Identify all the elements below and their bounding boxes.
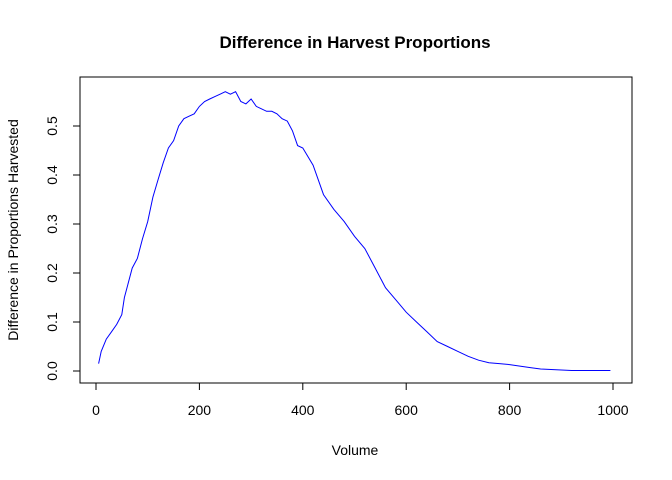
y-tick-label: 0.4 — [44, 165, 60, 185]
x-tick-label: 800 — [498, 402, 522, 418]
x-tick-label: 600 — [395, 402, 419, 418]
x-tick-label: 1000 — [597, 402, 628, 418]
x-tick-label: 400 — [291, 402, 315, 418]
chart-title: Difference in Harvest Proportions — [219, 33, 490, 52]
y-axis: 0.0 0.1 0.2 0.3 0.4 0.5 — [44, 116, 81, 381]
x-axis-label: Volume — [332, 442, 379, 458]
x-tick-label: 200 — [188, 402, 212, 418]
y-tick-label: 0.3 — [44, 214, 60, 234]
series-line — [98, 91, 611, 371]
y-tick-label: 0.2 — [44, 263, 60, 283]
y-tick-label: 0.0 — [44, 361, 60, 381]
series-layer — [98, 91, 611, 371]
y-axis-label: Difference in Proportions Harvested — [5, 119, 21, 341]
y-tick-label: 0.5 — [44, 116, 60, 136]
x-tick-label: 0 — [92, 402, 100, 418]
x-axis: 0 200 400 600 800 1000 — [92, 382, 629, 418]
y-tick-label: 0.1 — [44, 312, 60, 332]
plot-frame — [79, 76, 633, 384]
